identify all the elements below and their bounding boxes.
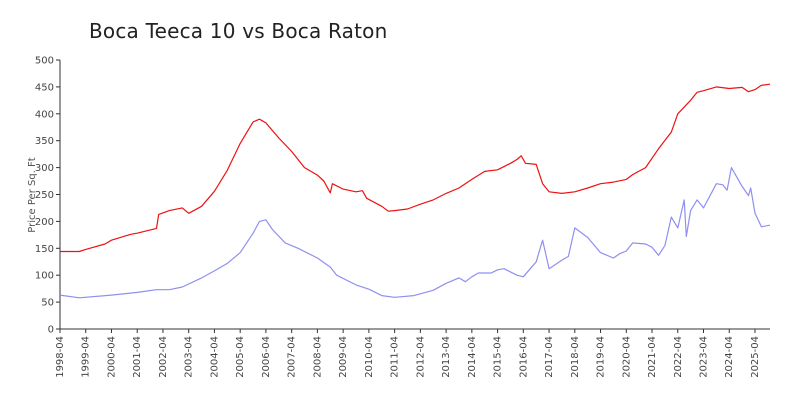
x-tick-label: 2025-04 xyxy=(750,336,761,378)
x-tick-label: 2000-04 xyxy=(106,336,117,378)
x-tick-label: 1999-04 xyxy=(81,336,92,378)
x-tick-label: 2008-04 xyxy=(312,336,323,378)
y-tick-label: 500 xyxy=(35,56,54,67)
x-tick-label: 2005-04 xyxy=(235,336,246,378)
x-tick-label: 2015-04 xyxy=(493,336,504,378)
x-tick-label: 2016-04 xyxy=(518,336,529,378)
x-tick-label: 2021-04 xyxy=(647,336,658,378)
y-tick-label: 450 xyxy=(35,82,54,93)
series-line-1 xyxy=(60,83,771,253)
x-tick-label: 2002-04 xyxy=(158,336,169,378)
x-tick-label: 2009-04 xyxy=(338,336,349,378)
chart-series xyxy=(59,83,771,299)
x-tick-label: 2012-04 xyxy=(415,336,426,378)
y-tick-label: 250 xyxy=(35,190,54,201)
x-tick-label: 2020-04 xyxy=(621,336,632,378)
series-line-2 xyxy=(59,167,771,299)
x-tick-label: 2006-04 xyxy=(261,336,272,378)
x-tick-label: 2001-04 xyxy=(132,336,143,378)
x-tick-label: 2022-04 xyxy=(673,336,684,378)
chart-axes: 0 50 100 150 200 250 300 350 400 450 500 1998-04 199… xyxy=(35,56,770,378)
y-tick-label: 350 xyxy=(35,136,54,147)
x-tick-label: 2023-04 xyxy=(699,336,710,378)
y-axis-label: Price Per Sq. Ft xyxy=(27,157,38,232)
y-tick-label: 300 xyxy=(35,163,54,174)
y-tick-label: 0 xyxy=(48,325,54,336)
x-tick-label: 1998-04 xyxy=(55,336,66,378)
x-tick-label: 2010-04 xyxy=(364,336,375,378)
x-tick-label: 2019-04 xyxy=(596,336,607,378)
x-tick-label: 2004-04 xyxy=(209,336,220,378)
y-tick-label: 100 xyxy=(35,271,54,282)
x-tick-label: 2014-04 xyxy=(467,336,478,378)
x-tick-label: 2013-04 xyxy=(441,336,452,378)
x-tick-label: 2011-04 xyxy=(390,336,401,378)
x-tick-label: 2024-04 xyxy=(724,336,735,378)
y-tick-label: 200 xyxy=(35,217,54,228)
chart-title: Boca Teeca 10 vs Boca Raton xyxy=(89,19,388,43)
y-tick-label: 50 xyxy=(41,298,54,309)
x-tick-label: 2018-04 xyxy=(570,336,581,378)
y-tick-label: 150 xyxy=(35,244,54,255)
x-tick-label: 2017-04 xyxy=(544,336,555,378)
y-tick-label: 400 xyxy=(35,109,54,120)
x-tick-label: 2003-04 xyxy=(184,336,195,378)
x-tick-label: 2007-04 xyxy=(287,336,298,378)
